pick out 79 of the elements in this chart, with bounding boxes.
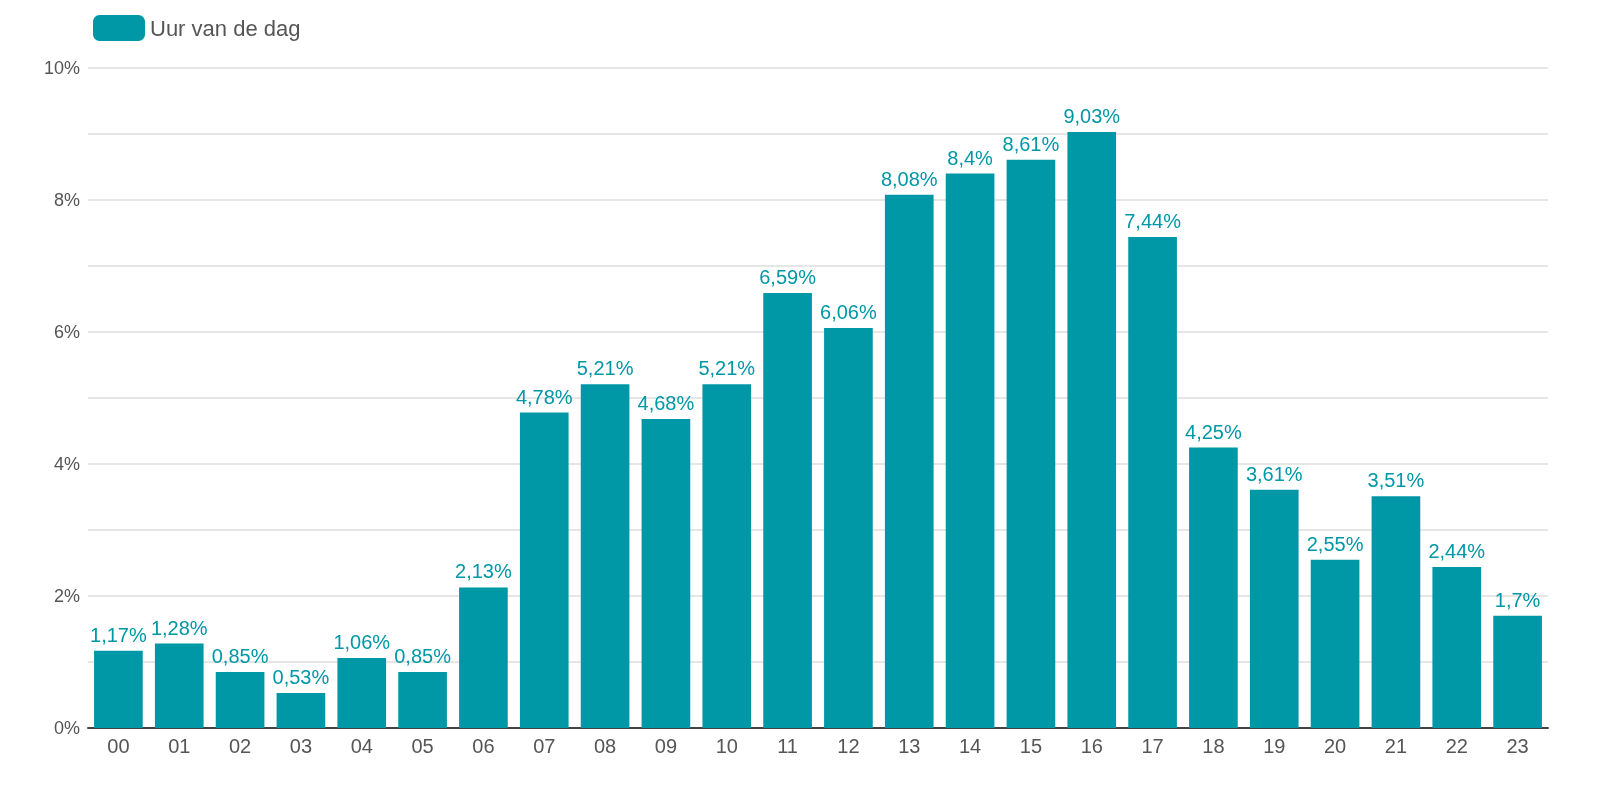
x-tick-label: 08 (593, 735, 617, 757)
bar (641, 419, 691, 728)
data-label: 3,61% (1245, 462, 1303, 485)
bar (884, 194, 934, 728)
data-label: 0,85% (211, 644, 269, 667)
data-label: 7,44% (1124, 209, 1182, 232)
x-tick-label: 10 (715, 735, 738, 757)
x-tick-label: 03 (289, 735, 313, 757)
bar (276, 693, 326, 728)
y-tick-label: 8% (53, 190, 80, 210)
bar (398, 671, 447, 728)
x-tick-label: 05 (411, 735, 434, 757)
x-tick-label: 20 (1323, 735, 1347, 757)
x-tick-label: 04 (350, 735, 373, 757)
data-label: 1,06% (333, 631, 391, 654)
data-label: 2,44% (1428, 539, 1486, 562)
x-tick-label: 07 (533, 735, 556, 757)
x-tick-label: 06 (472, 735, 495, 757)
bar (945, 173, 995, 728)
data-label: 3,51% (1367, 469, 1425, 492)
data-label: 5,21% (576, 357, 634, 380)
x-tick-label: 21 (1384, 735, 1408, 757)
bar (580, 384, 630, 728)
bar (337, 658, 387, 728)
bar (1128, 236, 1177, 728)
data-label: 4,68% (637, 392, 695, 415)
x-tick-label: 11 (777, 735, 798, 757)
data-label: 2,55% (1306, 532, 1364, 555)
bar (1006, 159, 1056, 728)
x-tick-label: 00 (107, 735, 130, 757)
bar (1249, 489, 1299, 728)
bar (1371, 496, 1421, 728)
data-label: 0,85% (394, 644, 452, 667)
x-tick-label: 14 (958, 735, 982, 757)
y-tick-label: 0% (53, 718, 80, 738)
bar (1189, 447, 1238, 728)
data-label: 6,06% (820, 301, 877, 324)
x-tick-label: 09 (654, 735, 678, 757)
x-tick-label: 15 (1019, 735, 1043, 757)
bar (763, 293, 812, 728)
bar (1067, 132, 1117, 728)
data-label: 6,59% (759, 266, 817, 289)
data-label: 1,28% (150, 616, 208, 639)
x-tick-label: 12 (837, 735, 860, 757)
data-label: 0,53% (272, 666, 330, 689)
data-label: 8,4% (947, 146, 994, 169)
legend-label: Uur van de dag (150, 15, 301, 41)
x-tick-label: 18 (1202, 735, 1225, 757)
y-tick-label: 4% (53, 454, 80, 474)
bar (215, 671, 265, 728)
x-tick-label: 22 (1445, 735, 1468, 757)
bar (154, 643, 204, 728)
y-tick-label: 6% (53, 322, 80, 342)
x-tick-label: 01 (168, 735, 191, 757)
bar (519, 412, 569, 728)
y-tick-label: 2% (53, 586, 80, 606)
data-label: 1,7% (1494, 588, 1541, 611)
x-tick-label: 16 (1080, 735, 1103, 757)
data-label: 4,25% (1185, 420, 1242, 443)
data-label: 5,21% (698, 357, 756, 380)
data-label: 4,78% (515, 385, 573, 408)
data-label: 8,61% (1002, 132, 1060, 155)
bar (1310, 559, 1360, 728)
x-tick-label: 23 (1506, 735, 1529, 757)
data-label: 8,08% (880, 167, 938, 190)
data-label: 9,03% (1063, 105, 1121, 128)
bar (94, 650, 143, 728)
data-label: 2,13% (455, 560, 512, 583)
y-tick-label: 10% (43, 58, 80, 78)
x-tick-label: 19 (1263, 735, 1286, 757)
bar (1493, 615, 1542, 728)
bar (702, 384, 752, 728)
bar (459, 587, 508, 728)
data-label: 1,17% (90, 623, 147, 646)
x-tick-label: 17 (1141, 735, 1164, 757)
x-tick-label: 02 (228, 735, 252, 757)
bar (1432, 566, 1482, 728)
x-tick-label: 13 (898, 735, 921, 757)
bar (824, 328, 873, 728)
